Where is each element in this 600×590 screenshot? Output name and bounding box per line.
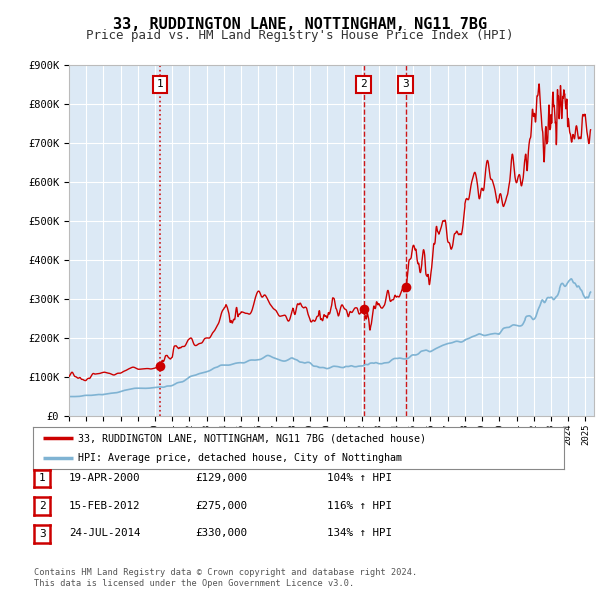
Text: 15-FEB-2012: 15-FEB-2012 — [69, 501, 140, 510]
Text: Price paid vs. HM Land Registry's House Price Index (HPI): Price paid vs. HM Land Registry's House … — [86, 30, 514, 42]
Text: 1: 1 — [157, 80, 164, 90]
Text: 2: 2 — [361, 80, 367, 90]
Text: £330,000: £330,000 — [195, 529, 247, 538]
Text: Contains HM Land Registry data © Crown copyright and database right 2024.
This d: Contains HM Land Registry data © Crown c… — [34, 568, 418, 588]
Text: HPI: Average price, detached house, City of Nottingham: HPI: Average price, detached house, City… — [78, 454, 402, 463]
Text: 24-JUL-2014: 24-JUL-2014 — [69, 529, 140, 538]
Text: 19-APR-2000: 19-APR-2000 — [69, 473, 140, 483]
Text: 33, RUDDINGTON LANE, NOTTINGHAM, NG11 7BG: 33, RUDDINGTON LANE, NOTTINGHAM, NG11 7B… — [113, 17, 487, 31]
Text: 1: 1 — [39, 474, 46, 483]
Text: 33, RUDDINGTON LANE, NOTTINGHAM, NG11 7BG (detached house): 33, RUDDINGTON LANE, NOTTINGHAM, NG11 7B… — [78, 433, 426, 443]
Text: £129,000: £129,000 — [195, 473, 247, 483]
Text: 104% ↑ HPI: 104% ↑ HPI — [327, 473, 392, 483]
Text: 3: 3 — [39, 529, 46, 539]
Text: 116% ↑ HPI: 116% ↑ HPI — [327, 501, 392, 510]
Text: 2: 2 — [39, 502, 46, 511]
Text: 134% ↑ HPI: 134% ↑ HPI — [327, 529, 392, 538]
Text: 3: 3 — [403, 80, 409, 90]
Text: £275,000: £275,000 — [195, 501, 247, 510]
